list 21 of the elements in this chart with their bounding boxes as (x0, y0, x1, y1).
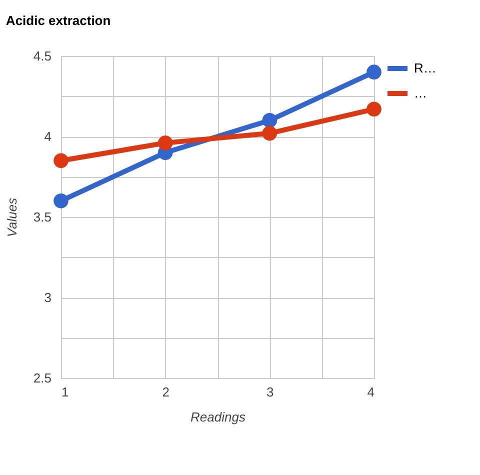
x-axis-title: Readings (190, 410, 246, 424)
point (54, 153, 68, 168)
point (262, 126, 278, 141)
legend-label: R… (414, 60, 436, 76)
point (366, 102, 382, 117)
y-tick-label: 2.5 (33, 370, 52, 386)
x-tick-label: 1 (62, 384, 69, 400)
point (158, 136, 173, 150)
point (366, 64, 382, 80)
y-tick-label: 4 (44, 129, 52, 144)
point (262, 113, 278, 128)
chart-title: Acidic extraction (6, 13, 111, 28)
y-tick-label: 3.5 (33, 210, 52, 224)
y-tick-label: 4.5 (33, 48, 52, 64)
legend-label: … (414, 86, 427, 100)
x-tick-label: 2 (162, 384, 170, 400)
x-tick-label: 4 (367, 384, 374, 400)
y-axis-title: Values (4, 197, 20, 238)
y-tick-label: 3 (44, 290, 52, 305)
x-tick-label: 3 (266, 384, 274, 400)
point (54, 194, 68, 208)
